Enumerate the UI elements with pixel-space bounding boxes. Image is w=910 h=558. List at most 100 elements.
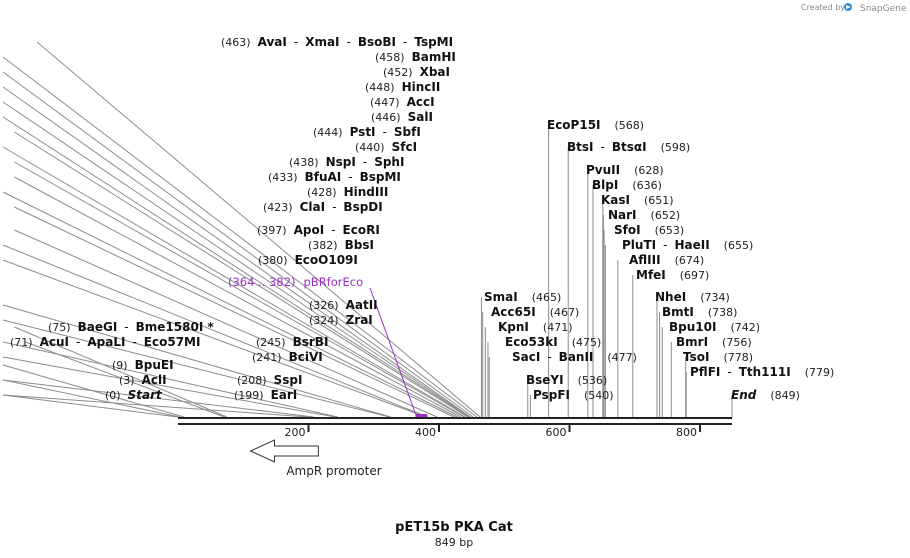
site-leader-lines xyxy=(2,41,733,418)
site-label-right-23[interactable]: End (849) xyxy=(731,388,800,402)
site-label-left-9[interactable]: (433) BfuAI - BspMI xyxy=(268,170,401,184)
site-label-left-19[interactable]: (245) BsrBI xyxy=(256,335,328,349)
name-separator: - xyxy=(331,223,335,237)
site-label-right-22[interactable]: PflFI - Tth111I (779) xyxy=(690,365,834,379)
site-label-right-13[interactable]: Eco53kI (475) xyxy=(505,335,601,349)
enzyme-name: BtsI xyxy=(567,140,594,154)
site-label-right-4[interactable]: KasI (651) xyxy=(601,193,674,207)
site-label-left-14[interactable]: (380) EcoO109I xyxy=(258,253,358,267)
enzyme-name: XmaI xyxy=(305,35,339,49)
site-position: (697) xyxy=(680,269,710,282)
site-label-right-18[interactable]: BmtI (738) xyxy=(662,305,737,319)
site-label-left-17[interactable]: (75) BaeGI - Bme1580I * xyxy=(48,320,214,334)
site-label-right-5[interactable]: NarI (652) xyxy=(608,208,680,222)
site-label-right-21[interactable]: TsoI (778) xyxy=(683,350,753,364)
enzyme-name: BpuEI xyxy=(135,358,174,372)
site-label-left-21[interactable]: (9) BpuEI xyxy=(112,358,174,372)
enzyme-name: AclI xyxy=(142,373,167,387)
enzyme-name: BaeGI xyxy=(78,320,118,334)
enzyme-name: BlpI xyxy=(592,178,618,192)
site-position: (734) xyxy=(700,291,730,304)
site-leader-left-14 xyxy=(2,259,427,418)
site-leader-left-7 xyxy=(2,146,466,418)
site-label-left-1[interactable]: (458) BamHI xyxy=(375,50,456,64)
site-label-right-19[interactable]: Bpu10I (742) xyxy=(669,320,760,334)
site-label-right-16[interactable]: PspFI (540) xyxy=(533,388,614,402)
site-position: (458) xyxy=(375,51,405,64)
site-label-right-10[interactable]: SmaI (465) xyxy=(484,290,561,304)
enzyme-name: SbfI xyxy=(394,125,421,139)
site-leader-left-22 xyxy=(2,379,181,418)
site-label-left-0[interactable]: (463) AvaI - XmaI - BsoBI - TspMI xyxy=(221,35,453,49)
site-position: (674) xyxy=(675,254,705,267)
site-label-right-12[interactable]: KpnI (471) xyxy=(498,320,573,334)
site-position: (9) xyxy=(112,359,128,372)
enzyme-name: PstI xyxy=(350,125,376,139)
site-position: (71) xyxy=(10,336,33,349)
site-label-right-11[interactable]: Acc65I (467) xyxy=(491,305,579,319)
enzyme-name: PspFI xyxy=(533,388,570,402)
site-label-left-18[interactable]: (71) AcuI - ApaLI - Eco57MI xyxy=(10,335,200,349)
site-label-left-10[interactable]: (428) HindIII xyxy=(307,185,388,199)
site-label-left-24[interactable]: (0) Start xyxy=(105,388,163,402)
scale-ticks: 200 400 600 800 xyxy=(285,424,702,439)
site-leader-left-2 xyxy=(2,71,474,418)
site-position: (477) xyxy=(607,351,637,364)
site-label-right-0[interactable]: EcoP15I (568) xyxy=(547,118,644,132)
enzyme-name: BsoBI xyxy=(358,35,396,49)
site-position: (397) xyxy=(257,224,287,237)
credit-prefix: Created by xyxy=(801,3,845,12)
site-label-left-25[interactable]: (199) EarI xyxy=(234,388,297,402)
snapgene-logo-icon xyxy=(844,3,852,11)
enzyme-name: BtsαI xyxy=(612,140,647,154)
ampr-promoter-arrow[interactable] xyxy=(249,439,319,463)
site-label-left-15[interactable]: (326) AatII xyxy=(309,298,378,312)
site-label-right-8[interactable]: AflIII (674) xyxy=(629,253,704,267)
enzyme-name: BspMI xyxy=(360,170,401,184)
site-label-right-14[interactable]: SacI - BanII (477) xyxy=(512,350,637,364)
site-label-left-20[interactable]: (241) BciVI xyxy=(252,350,323,364)
site-label-left-8[interactable]: (438) NspI - SphI xyxy=(289,155,404,169)
site-position: (778) xyxy=(723,351,753,364)
site-label-left-12[interactable]: (397) ApoI - EcoRI xyxy=(257,223,380,237)
site-label-right-1[interactable]: BtsI - BtsαI (598) xyxy=(567,140,690,154)
site-label-right-20[interactable]: BmrI (756) xyxy=(676,335,752,349)
enzyme-name: TsoI xyxy=(683,350,709,364)
site-label-left-5[interactable]: (446) SalI xyxy=(371,110,433,124)
site-label-left-13[interactable]: (382) BbsI xyxy=(308,238,374,252)
site-label-right-9[interactable]: MfeI (697) xyxy=(636,268,709,282)
site-label-left-4[interactable]: (447) AccI xyxy=(370,95,435,109)
site-label-left-16[interactable]: (324) ZraI xyxy=(309,313,373,327)
site-label-right-15[interactable]: BseYI (536) xyxy=(526,373,607,387)
site-label-left-23[interactable]: (208) SspI xyxy=(237,373,302,387)
site-position: (75) xyxy=(48,321,71,334)
site-label-right-3[interactable]: BlpI (636) xyxy=(592,178,662,192)
enzyme-name: ApaLI xyxy=(87,335,125,349)
site-label-left-3[interactable]: (448) HincII xyxy=(365,80,440,94)
enzyme-name: SphI xyxy=(374,155,404,169)
site-position: (475) xyxy=(572,336,602,349)
enzyme-name: End xyxy=(731,388,757,402)
site-label-left-11[interactable]: (423) ClaI - BspDI xyxy=(263,200,383,214)
site-leader-left-1 xyxy=(2,56,478,418)
site-label-left-6[interactable]: (444) PstI - SbfI xyxy=(313,125,421,139)
site-label-right-6[interactable]: SfoI (653) xyxy=(614,223,684,237)
site-position: (433) xyxy=(268,171,298,184)
site-label-right-7[interactable]: PluTI - HaeII (655) xyxy=(622,238,753,252)
enzyme-name: EcoO109I xyxy=(295,253,358,267)
tick-label: 800 xyxy=(676,426,697,439)
site-label-left-22[interactable]: (3) AclI xyxy=(119,373,167,387)
site-label-left-2[interactable]: (452) XbaI xyxy=(383,65,450,79)
site-label-right-17[interactable]: NheI (734) xyxy=(655,290,730,304)
map-title: pET15b PKA Cat xyxy=(395,520,513,535)
enzyme-name: MfeI xyxy=(636,268,666,282)
site-label-right-2[interactable]: PvuII (628) xyxy=(586,163,664,177)
primer-label[interactable]: (364 .. 382) pBRforEco xyxy=(228,275,363,289)
site-position: (779) xyxy=(805,366,835,379)
enzyme-name: Bme1580I * xyxy=(136,320,215,334)
sequence-backbone xyxy=(178,417,732,425)
site-position: (653) xyxy=(655,224,685,237)
primer-bar[interactable] xyxy=(415,414,428,417)
site-label-left-7[interactable]: (440) SfcI xyxy=(355,140,417,154)
site-leader-left-13 xyxy=(2,244,428,418)
